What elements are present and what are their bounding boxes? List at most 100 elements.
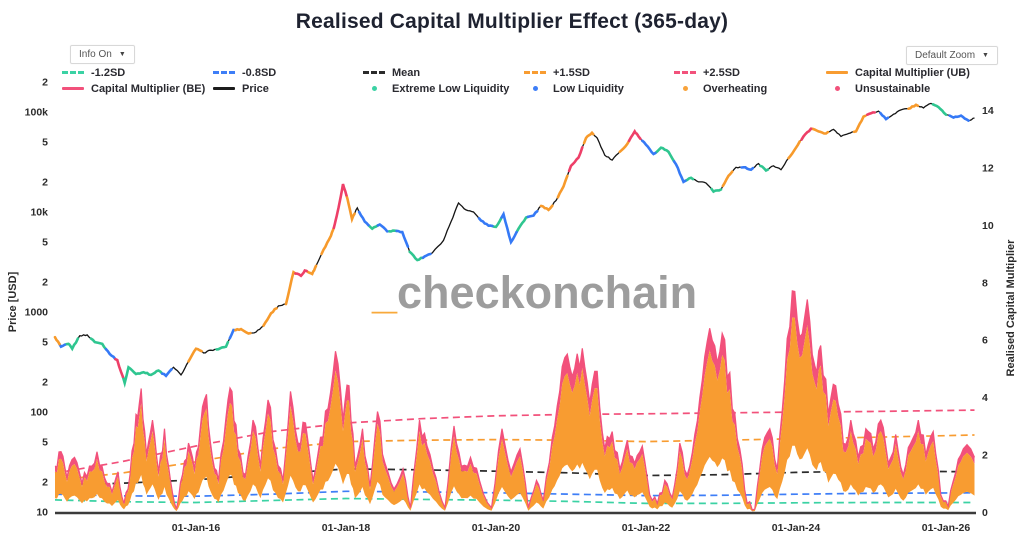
x-axis-tick: 01-Jan-24 (772, 522, 821, 534)
price-axis-tick: 2 (42, 176, 48, 188)
price-segment-overheating (907, 103, 920, 110)
legend-item-capital-multiplier-ub[interactable]: Capital Multiplier (UB) (826, 65, 970, 80)
legend-line-swatch (524, 71, 546, 74)
price-segment-unsustainable (114, 357, 125, 379)
x-axis-tick: 01-Jan-16 (172, 522, 221, 534)
legend-label: Overheating (703, 82, 768, 95)
price-segment-overheating (187, 347, 203, 363)
price-segment-low-liquidity (526, 210, 539, 219)
price-segment-low-liquidity (421, 252, 432, 260)
info-on-dropdown[interactable]: Info On ▼ (70, 45, 135, 64)
legend-label: Capital Multiplier (UB) (855, 66, 970, 79)
legend-item-extreme-low-liquidity[interactable]: Extreme Low Liquidity (363, 81, 509, 96)
multiplier-axis-tick: 0 (982, 507, 988, 519)
legend-item-overheating[interactable]: Overheating (674, 81, 767, 96)
chevron-down-icon: ▼ (982, 52, 989, 59)
price-segment-extreme-low-liquidity (515, 215, 530, 234)
price-axis-tick: 100k (25, 107, 49, 119)
price-segment-overheating (53, 335, 61, 346)
price-segment-overheating (721, 170, 734, 188)
price-axis-tick: 5 (42, 437, 48, 449)
price-segment-low-liquidity (641, 139, 657, 156)
price-segment-overheating (809, 127, 830, 135)
legend-line-swatch (363, 71, 385, 74)
price-axis-tick: 2 (42, 476, 48, 488)
watermark-underscore: _ (372, 267, 398, 318)
right-axis-title: Realised Capital Multiplier (1005, 239, 1017, 377)
legend-item-low-liquidity[interactable]: Low Liquidity (524, 81, 624, 96)
sd-line-minus_1_2sd (54, 497, 975, 505)
price-segment-overheating (320, 226, 336, 256)
legend-item-2-5sd[interactable]: +2.5SD (674, 65, 740, 80)
price-segment-overheating (345, 194, 356, 224)
price-axis-tick: 5 (42, 237, 48, 249)
watermark-text: checkonchain (397, 267, 698, 318)
x-axis-tick: 01-Jan-26 (922, 522, 971, 534)
price-segment-overheating (284, 270, 297, 306)
legend-label: Extreme Low Liquidity (392, 82, 510, 95)
price-segment-overheating (539, 204, 554, 212)
price-axis-tick: 2 (42, 276, 48, 288)
legend-label: -0.8SD (242, 66, 277, 79)
price-segment-overheating (262, 307, 278, 327)
checkonchain-watermark: _checkonchain (372, 270, 697, 315)
multiplier-axis-tick: 4 (982, 392, 988, 404)
multiplier-axis-tick: 12 (982, 162, 994, 174)
price-segment-extreme-low-liquidity (684, 176, 695, 183)
legend-dot-swatch (826, 86, 848, 91)
legend-label: Price (242, 82, 269, 95)
price-segment-overheating (618, 139, 631, 154)
legend-label: +2.5SD (703, 66, 740, 79)
left-axis-title: Price [USD] (7, 271, 19, 332)
legend-item-0-8sd[interactable]: -0.8SD (213, 65, 276, 80)
legend-label: Capital Multiplier (BE) (91, 82, 206, 95)
multiplier-axis-tick: 8 (982, 277, 988, 289)
price-segment-unsustainable (294, 268, 308, 278)
price-segment-unsustainable (866, 111, 876, 116)
legend-line-swatch (213, 71, 235, 74)
price-segment-extreme-low-liquidity (931, 103, 948, 116)
legend-item-capital-multiplier-be[interactable]: Capital Multiplier (BE) (62, 81, 205, 96)
price-segment-overheating (787, 140, 801, 160)
price-segment-low-liquidity (500, 210, 518, 246)
multiplier-axis-tick: 14 (982, 105, 994, 117)
legend-line-swatch (674, 71, 696, 74)
price-segment-extreme-low-liquidity (654, 146, 676, 163)
legend-item-mean[interactable]: Mean (363, 65, 420, 80)
page-title: Realised Capital Multiplier Effect (365-… (295, 10, 729, 33)
price-segment-extreme-low-liquidity (367, 223, 380, 231)
price-axis-tick: 5 (42, 337, 48, 349)
chevron-down-icon: ▼ (118, 51, 126, 58)
price-segment-low-liquidity (740, 166, 755, 172)
legend-item-1-5sd[interactable]: +1.5SD (524, 65, 590, 80)
price-axis-tick: 2 (42, 376, 48, 388)
price-segment-extreme-low-liquidity (408, 250, 425, 262)
price-segment-overheating (852, 114, 867, 134)
price-axis-tick: 10k (30, 207, 48, 219)
legend-item-price[interactable]: Price (213, 81, 269, 96)
capital-multiplier-be-line (54, 290, 976, 511)
price-segment-unsustainable (332, 183, 348, 230)
legend-item-1-2sd[interactable]: -1.2SD (62, 65, 125, 80)
price-line (54, 102, 975, 386)
price-axis-tick: 2 (42, 76, 48, 88)
price-segment-low-liquidity (879, 111, 890, 121)
legend-label: +1.5SD (553, 66, 590, 79)
price-segment-overheating (582, 130, 595, 145)
price-segment-low-liquidity (948, 114, 970, 122)
x-axis-tick: 01-Jan-22 (622, 522, 671, 534)
price-axis-tick: 10 (36, 507, 48, 519)
legend-item-unsustainable[interactable]: Unsustainable (826, 81, 930, 96)
price-segment-extreme-low-liquidity (89, 337, 108, 351)
price-segment-low-liquidity (104, 347, 117, 361)
price-segment-extreme-low-liquidity (491, 216, 503, 229)
legend-label: -1.2SD (91, 66, 126, 79)
sd-line-plus_2_5sd (54, 409, 975, 475)
price-segment-extreme-low-liquidity (759, 164, 770, 173)
multiplier-axis-tick: 6 (982, 335, 988, 347)
legend-label: Mean (392, 66, 421, 79)
default-zoom-dropdown[interactable]: Default Zoom ▼ (906, 46, 998, 65)
multiplier-band-fill (55, 317, 975, 512)
